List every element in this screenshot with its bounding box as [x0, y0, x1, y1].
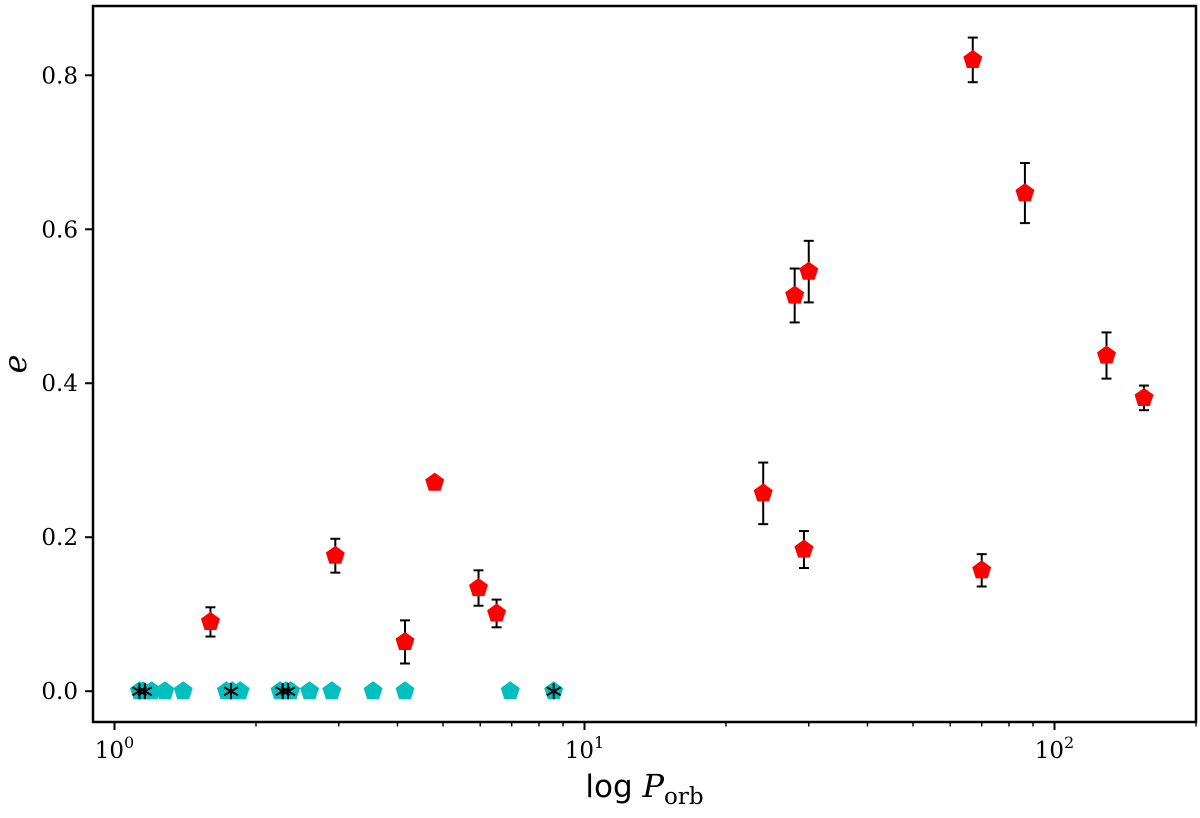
data-point-0-1 [325, 545, 345, 564]
plot-marks [129, 36, 1154, 700]
data-point-1-2 [142, 681, 162, 700]
data-point-0-13 [1097, 345, 1116, 364]
plot-frame [91, 4, 1198, 724]
x-axis-label-prefix: log [585, 769, 642, 805]
data-point-2-2 [223, 683, 239, 700]
data-point-0-7 [785, 285, 805, 304]
x-axis-label: log Porb [585, 767, 703, 810]
data-point-1-3 [155, 681, 175, 700]
data-point-0-3 [425, 472, 445, 491]
y-axis-label: e [0, 355, 34, 374]
y-tick-label-2: 0.4 [41, 371, 78, 397]
data-point-1-12 [322, 681, 342, 700]
data-point-2-1 [137, 683, 153, 700]
data-point-0-2 [395, 631, 415, 650]
x-tick-label-1: 101 [565, 733, 604, 764]
x-tick-label-0: 100 [95, 733, 134, 764]
x-tick-label-exp-2: 2 [1064, 733, 1074, 752]
asterisk-stroke-2-1-2 [137, 686, 153, 697]
data-point-0-0 [200, 611, 220, 630]
data-point-0-5 [487, 603, 507, 622]
x-tick-label-exp-0: 0 [124, 733, 134, 752]
data-point-2-5 [546, 683, 562, 700]
y-tick-label-3: 0.6 [41, 217, 78, 243]
y-tick-label-4: 0.8 [41, 63, 78, 89]
data-point-1-15 [500, 681, 520, 700]
x-axis-label-subscript: orb [664, 784, 704, 810]
x-tick-label-exp-1: 1 [594, 733, 604, 752]
data-point-0-4 [469, 578, 488, 597]
data-point-0-9 [799, 261, 819, 280]
data-point-1-13 [363, 681, 383, 700]
data-point-0-10 [963, 49, 983, 68]
data-point-0-8 [794, 539, 814, 558]
data-point-0-6 [753, 483, 773, 502]
x-tick-label-base-1: 10 [565, 738, 594, 764]
data-point-2-4 [280, 683, 296, 700]
x-axis-label-symbol: P [642, 767, 665, 805]
asterisk-stroke-2-4-2 [280, 686, 296, 697]
data-point-1-14 [395, 681, 415, 700]
y-tick-label-0: 0.0 [41, 679, 78, 705]
x-tick-label-base-2: 10 [1035, 738, 1064, 764]
asterisk-stroke-2-5-2 [546, 686, 562, 697]
x-tick-label-base-0: 10 [95, 738, 124, 764]
data-point-1-11 [300, 681, 320, 700]
data-point-0-12 [1015, 183, 1035, 202]
x-tick-label-2: 102 [1035, 733, 1074, 764]
data-point-0-14 [1134, 387, 1154, 406]
asterisk-stroke-2-2-2 [223, 686, 239, 697]
data-point-0-11 [972, 560, 992, 579]
y-tick-label-1: 0.2 [41, 525, 78, 551]
data-point-1-4 [173, 681, 193, 700]
